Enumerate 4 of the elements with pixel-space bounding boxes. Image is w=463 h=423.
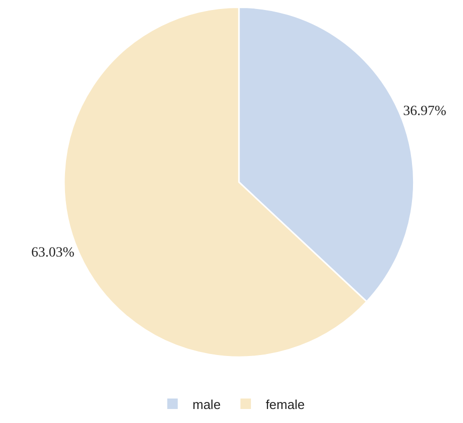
legend-label: male <box>192 396 221 412</box>
data-label: 63.03% <box>31 245 75 260</box>
data-label: 36.97% <box>403 104 447 119</box>
legend-label: female <box>266 396 305 412</box>
